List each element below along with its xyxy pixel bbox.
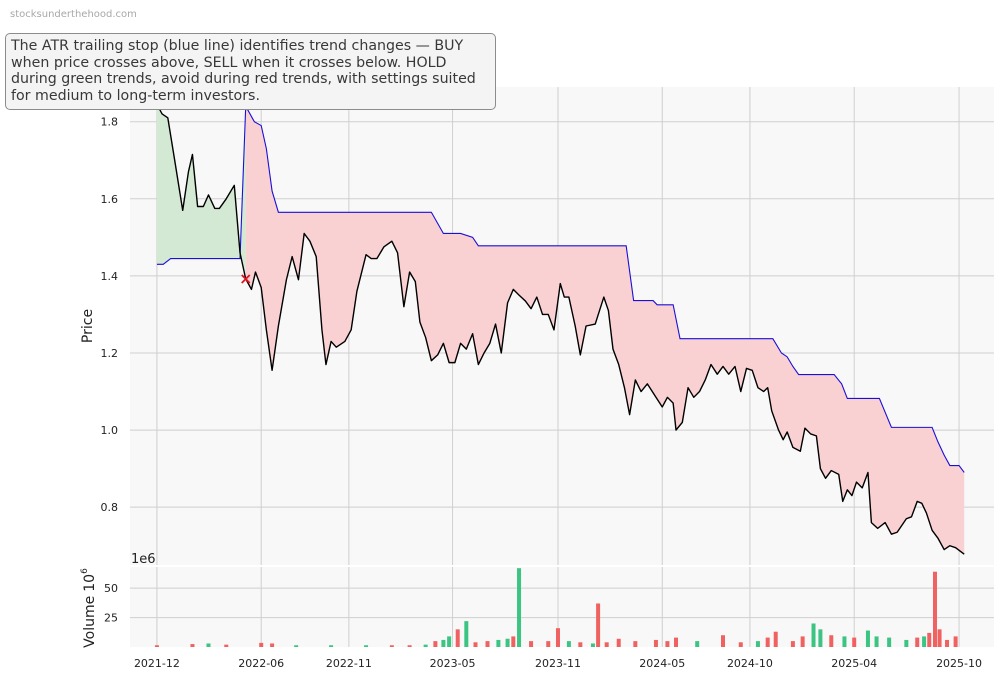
volume-tick-label: 25 <box>104 612 118 625</box>
annotation-box: The ATR trailing stop (blue line) identi… <box>5 33 496 111</box>
volume-bar <box>590 643 595 647</box>
price-line <box>156 104 965 555</box>
volume-bar <box>932 571 937 647</box>
volume-bar <box>270 643 275 647</box>
volume-bar <box>555 628 560 647</box>
volume-bar <box>633 641 638 647</box>
volume-bar <box>674 637 679 647</box>
volume-bar <box>790 641 795 647</box>
sell-marker-stroke <box>241 274 251 284</box>
volume-bar <box>578 642 583 647</box>
volume-bar <box>423 644 428 647</box>
price-tick-label: 1.4 <box>101 270 119 283</box>
regime-fills <box>156 104 965 555</box>
volume-offset-text: 1e6 <box>131 552 156 567</box>
volume-bar <box>829 635 834 647</box>
volume-bar <box>765 637 770 647</box>
volume-axis-unit-text: 10 <box>82 574 98 592</box>
volume-axis-exponent: 6 <box>80 568 90 574</box>
volume-bar <box>874 636 879 647</box>
volume-bar <box>566 641 571 647</box>
price-tick-label: 0.8 <box>101 501 119 514</box>
volume-bar <box>800 636 805 647</box>
volume-bar <box>904 639 909 647</box>
volume-axis-label-text: Volume <box>82 596 98 648</box>
volume-bar <box>329 645 334 647</box>
volume-bar <box>865 630 870 647</box>
volume-bar <box>842 636 847 647</box>
volume-bar <box>937 629 942 647</box>
volume-bar <box>190 644 195 647</box>
volume-bar <box>529 641 534 647</box>
price-tick-label: 1.0 <box>101 424 119 437</box>
volume-bar <box>546 641 551 647</box>
x-tick-label: 2023-11 <box>535 657 581 670</box>
sell-signal-marker <box>241 274 251 284</box>
x-tick-label: 2023-05 <box>430 657 476 670</box>
volume-bar <box>485 641 490 647</box>
volume-bar <box>616 638 621 647</box>
volume-bar <box>364 645 369 647</box>
volume-bar <box>206 643 211 647</box>
volume-bar <box>755 641 760 647</box>
signal-markers <box>241 274 251 284</box>
volume-bar <box>818 629 823 647</box>
atr-stop-line <box>156 104 965 473</box>
volume-bar <box>455 629 460 647</box>
volume-panel-background <box>130 567 994 647</box>
volume-bar <box>224 644 229 647</box>
price-axis-label: Price <box>80 309 96 343</box>
series-lines <box>156 104 965 555</box>
bull-regime-fill <box>156 104 246 279</box>
volume-bar <box>695 641 700 647</box>
volume-tick-label: 50 <box>104 582 118 595</box>
volume-bar <box>665 641 670 647</box>
volume-bar <box>738 642 743 647</box>
volume-bar <box>811 623 816 647</box>
volume-bar <box>653 639 658 647</box>
volume-bar <box>773 631 778 647</box>
volume-bar <box>517 568 522 647</box>
volume-bar <box>433 641 438 647</box>
price-tick-label: 1.2 <box>101 347 119 360</box>
x-tick-label: 2025-10 <box>936 657 982 670</box>
volume-bar <box>596 603 601 647</box>
x-tick-label: 2024-05 <box>639 657 685 670</box>
volume-bar <box>447 636 452 647</box>
volume-bar <box>407 645 412 647</box>
price-tick-label: 1.8 <box>101 116 119 129</box>
volume-bar <box>922 636 927 647</box>
volume-axis-label: Volume 106 <box>80 568 98 648</box>
price-tick-label: 1.6 <box>101 193 119 206</box>
watermark: stocksunderthehood.com <box>10 9 137 20</box>
x-tick-label: 2022-06 <box>238 657 284 670</box>
volume-bar <box>887 637 892 647</box>
volume-bar <box>604 642 609 647</box>
volume-bar <box>511 636 516 647</box>
tick-labels: 0.8 1.0 1.2 1.4 1.6 1.8 25 50 2021-12 2022-06 2022… <box>101 116 983 670</box>
volume-bar <box>389 645 394 647</box>
volume-bar <box>852 637 857 647</box>
volume-bar <box>505 638 510 647</box>
x-tick-label: 2024-10 <box>727 657 773 670</box>
bear-regime-fill <box>245 106 965 555</box>
x-tick-label: 2025-04 <box>831 657 877 670</box>
volume-bar <box>464 621 469 647</box>
volume-bars <box>154 568 958 647</box>
volume-bar <box>915 637 920 647</box>
volume-bar <box>953 636 958 647</box>
volume-bar <box>473 642 478 647</box>
x-tick-label: 2021-12 <box>134 657 180 670</box>
volume-bar <box>496 639 501 647</box>
volume-bar <box>945 639 950 647</box>
volume-bar <box>294 645 299 647</box>
volume-bar <box>927 632 932 647</box>
grid-lines <box>130 87 994 647</box>
volume-bar <box>259 642 264 647</box>
volume-bar <box>441 639 446 647</box>
volume-bar <box>154 645 159 647</box>
volume-bar <box>721 635 725 647</box>
x-tick-label: 2022-11 <box>326 657 372 670</box>
